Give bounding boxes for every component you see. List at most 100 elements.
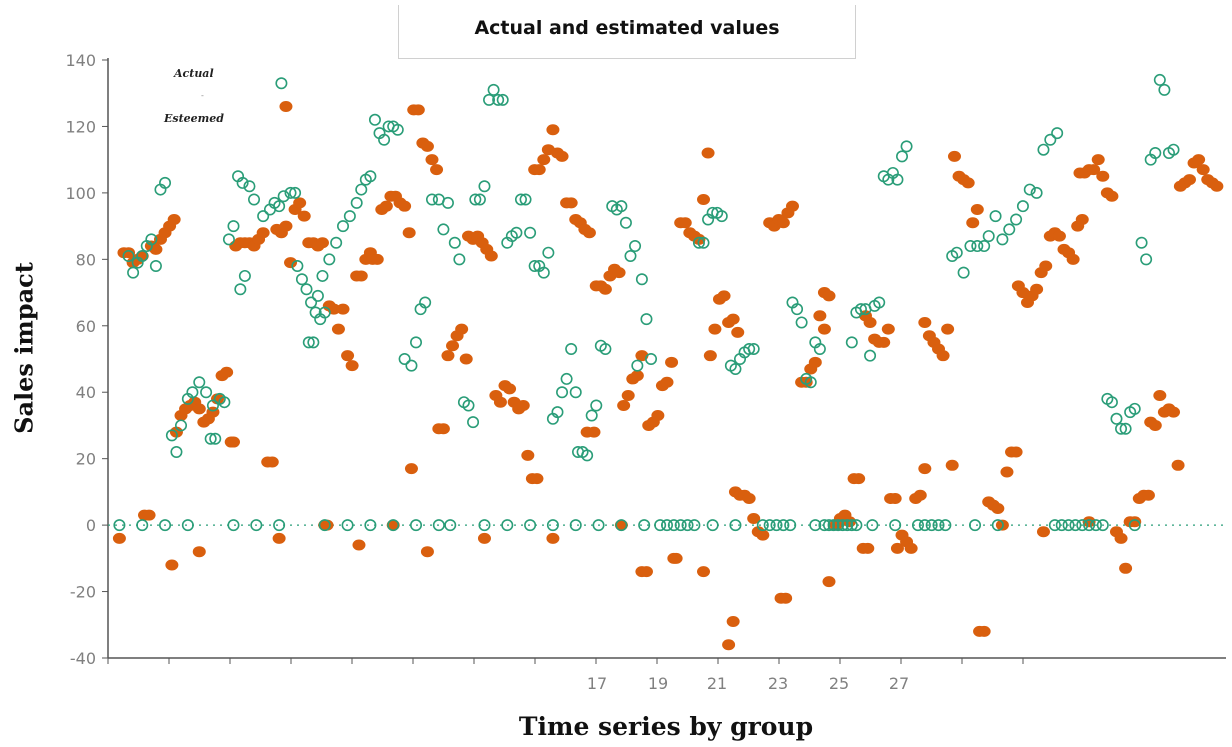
esteemed-point bbox=[621, 390, 635, 402]
actual-point bbox=[889, 519, 902, 532]
actual-point bbox=[305, 296, 318, 309]
actual-point bbox=[635, 273, 648, 286]
actual-point bbox=[524, 519, 537, 532]
esteemed-point bbox=[1192, 154, 1206, 166]
esteemed-point bbox=[991, 503, 1005, 514]
actual-point bbox=[964, 240, 977, 253]
actual-point bbox=[706, 519, 719, 532]
actual-point bbox=[323, 253, 336, 266]
esteemed-point bbox=[455, 323, 469, 335]
actual-point bbox=[546, 519, 559, 532]
actual-point bbox=[289, 186, 302, 199]
actual-point bbox=[615, 200, 628, 213]
actual-point bbox=[364, 519, 377, 532]
esteemed-point bbox=[1052, 230, 1066, 242]
esteemed-point bbox=[881, 323, 895, 335]
actual-point bbox=[478, 180, 491, 193]
legend-separator: - bbox=[201, 91, 204, 100]
actual-point bbox=[186, 386, 199, 399]
legend-esteemed: Esteemed bbox=[164, 112, 224, 125]
actual-point bbox=[501, 519, 514, 532]
actual-point bbox=[175, 419, 188, 432]
esteemed-point bbox=[918, 316, 932, 328]
esteemed-point bbox=[411, 104, 425, 116]
actual-point bbox=[1010, 213, 1023, 226]
esteemed-point bbox=[598, 283, 612, 295]
esteemed-point bbox=[890, 542, 904, 554]
esteemed-point bbox=[142, 509, 156, 521]
actual-point bbox=[337, 220, 350, 233]
actual-point bbox=[674, 519, 687, 532]
actual-point bbox=[444, 519, 457, 532]
actual-point bbox=[209, 432, 222, 445]
actual-point bbox=[273, 519, 286, 532]
esteemed-point bbox=[651, 409, 665, 421]
actual-point bbox=[1016, 200, 1029, 213]
actual-point bbox=[640, 313, 653, 326]
actual-point bbox=[537, 266, 550, 279]
esteemed-point bbox=[430, 164, 444, 176]
esteemed-point bbox=[614, 519, 628, 531]
actual-point bbox=[410, 519, 423, 532]
actual-point bbox=[1128, 519, 1141, 532]
actual-point bbox=[238, 269, 251, 282]
actual-point bbox=[1048, 519, 1061, 532]
actual-point bbox=[316, 269, 329, 282]
esteemed-point bbox=[315, 237, 329, 249]
actual-point bbox=[565, 343, 578, 356]
actual-point bbox=[350, 196, 363, 209]
esteemed-point bbox=[1000, 466, 1014, 478]
actual-point bbox=[243, 180, 256, 193]
actual-point bbox=[827, 519, 840, 532]
actual-point bbox=[813, 343, 826, 356]
esteemed-point bbox=[904, 542, 918, 554]
esteemed-point bbox=[1114, 532, 1128, 544]
esteemed-point bbox=[1039, 260, 1053, 272]
esteemed-point bbox=[639, 566, 653, 578]
actual-point bbox=[989, 210, 1002, 223]
esteemed-point bbox=[1082, 516, 1096, 528]
actual-point bbox=[836, 519, 849, 532]
actual-point bbox=[1096, 519, 1109, 532]
actual-point bbox=[631, 359, 644, 372]
esteemed-point bbox=[1153, 390, 1167, 402]
actual-point bbox=[113, 519, 126, 532]
y-tick-label: -40 bbox=[70, 649, 96, 668]
actual-point bbox=[159, 176, 172, 189]
actual-point bbox=[891, 173, 904, 186]
actual-point bbox=[873, 296, 886, 309]
chart-title-box: Actual and estimated values bbox=[398, 5, 856, 59]
esteemed-point bbox=[669, 552, 683, 564]
esteemed-point bbox=[945, 459, 959, 471]
actual-point bbox=[364, 170, 377, 183]
actual-point bbox=[629, 240, 642, 253]
esteemed-point bbox=[617, 400, 631, 412]
actual-point bbox=[551, 406, 564, 419]
esteemed-point bbox=[135, 250, 149, 262]
actual-point bbox=[519, 193, 532, 206]
actual-point bbox=[743, 343, 756, 356]
actual-point bbox=[250, 519, 263, 532]
esteemed-point bbox=[336, 303, 350, 315]
esteemed-point bbox=[297, 210, 311, 222]
esteemed-point bbox=[370, 253, 384, 265]
esteemed-point bbox=[808, 356, 822, 368]
esteemed-point bbox=[863, 316, 877, 328]
actual-point bbox=[302, 336, 315, 349]
esteemed-point bbox=[1141, 489, 1155, 501]
actual-point bbox=[809, 519, 822, 532]
actual-point bbox=[692, 236, 705, 249]
esteemed-point bbox=[503, 383, 517, 395]
actual-point bbox=[581, 449, 594, 462]
esteemed-point bbox=[1182, 174, 1196, 186]
esteemed-point bbox=[192, 546, 206, 558]
actual-point bbox=[1037, 143, 1050, 156]
actual-point bbox=[971, 240, 984, 253]
esteemed-point bbox=[612, 267, 626, 279]
esteemed-point bbox=[441, 350, 455, 362]
actual-point bbox=[483, 93, 496, 106]
esteemed-point bbox=[717, 290, 731, 302]
actual-point bbox=[330, 236, 343, 249]
esteemed-point bbox=[1030, 283, 1044, 295]
